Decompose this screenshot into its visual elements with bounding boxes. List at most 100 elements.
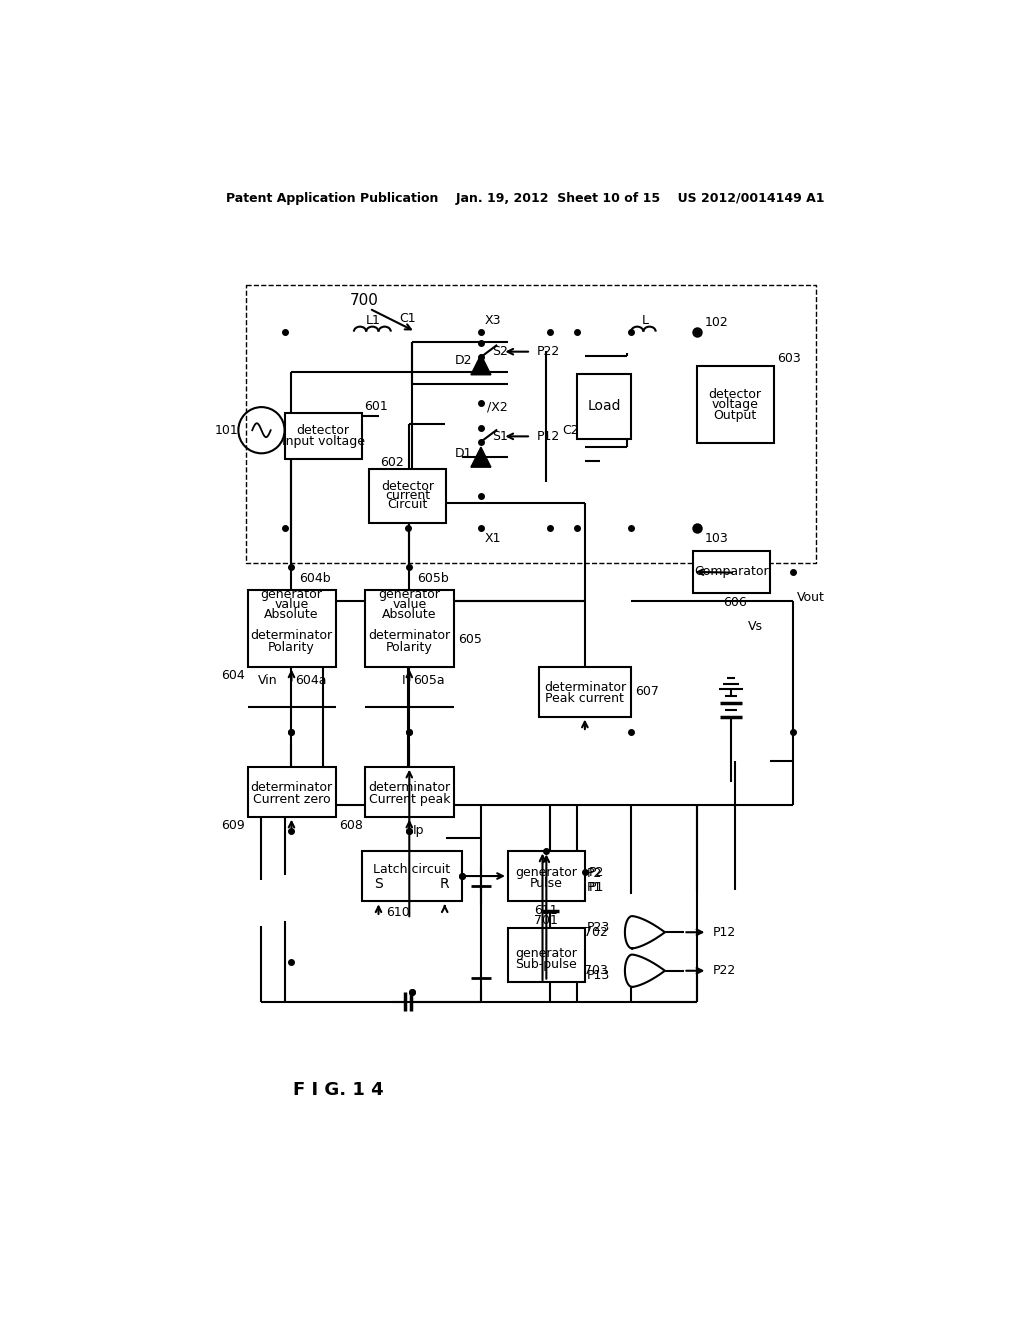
Text: P12: P12 [713,925,736,939]
Bar [366,767,454,817]
Bar [248,590,336,667]
Bar [578,374,631,440]
Text: I: I [401,675,406,686]
Text: Circuit: Circuit [387,499,428,511]
Text: Vs: Vs [749,620,763,634]
Text: 603: 603 [777,352,801,366]
Text: 601: 601 [364,400,388,413]
Text: Latch circuit: Latch circuit [373,863,451,876]
Text: determinator: determinator [369,630,451,643]
Bar [366,590,454,667]
Text: X1: X1 [484,532,502,545]
Text: 604a: 604a [295,675,327,686]
Text: generator: generator [515,866,578,879]
Text: P23: P23 [587,921,610,935]
Polygon shape [471,447,490,467]
Text: Comparator: Comparator [694,565,768,578]
Text: P22: P22 [713,964,736,977]
Text: C1: C1 [399,312,416,325]
Text: S1: S1 [492,430,508,444]
Text: 604: 604 [221,669,246,682]
Text: /X2: /X2 [487,400,508,413]
Text: 602: 602 [380,455,403,469]
Polygon shape [625,954,665,987]
Text: determinator: determinator [251,630,333,643]
Text: L: L [641,314,648,327]
Text: detector: detector [297,424,349,437]
Text: X3: X3 [484,314,502,326]
Bar [248,767,336,817]
Text: determinator: determinator [544,681,626,694]
Text: Load: Load [588,400,621,413]
Text: Polarity: Polarity [268,640,314,653]
Text: Input voltage: Input voltage [282,436,365,449]
Text: P1: P1 [589,880,604,894]
Text: 703: 703 [584,964,608,977]
Bar [361,851,462,902]
Text: determinator: determinator [251,781,333,795]
Text: Sub-pulse: Sub-pulse [515,958,578,972]
Bar [508,928,585,982]
Text: Pulse: Pulse [530,878,563,890]
Text: 607: 607 [635,685,658,698]
Text: Ip: Ip [413,824,425,837]
Text: R: R [440,876,450,891]
Text: Output: Output [714,409,757,422]
Text: 702: 702 [584,925,608,939]
Text: P13: P13 [587,969,610,982]
Text: Absolute: Absolute [264,607,318,620]
Polygon shape [625,916,665,949]
Text: 609: 609 [221,820,246,833]
Text: D1: D1 [456,446,473,459]
Text: Current peak: Current peak [369,792,451,805]
Text: 701: 701 [535,915,558,927]
Text: value: value [392,598,426,611]
Text: 605b: 605b [417,572,449,585]
Text: Vin: Vin [258,675,278,686]
Text: C2: C2 [562,424,580,437]
Polygon shape [471,355,490,375]
Text: P22: P22 [537,345,559,358]
Text: Vout: Vout [797,591,824,603]
Text: P1: P1 [587,880,602,894]
Text: P2: P2 [587,867,602,880]
Text: 606: 606 [724,597,748,610]
Text: detector: detector [709,388,762,400]
Text: 700: 700 [350,293,379,309]
Text: D2: D2 [456,354,473,367]
Text: S: S [374,876,383,891]
Text: generator: generator [260,589,323,602]
Bar [692,552,770,594]
Text: 610: 610 [386,906,410,919]
Bar [370,469,446,523]
Text: determinator: determinator [369,781,451,795]
Text: P2: P2 [589,866,604,879]
Text: 103: 103 [705,532,728,545]
Text: Current zero: Current zero [253,792,331,805]
Bar [508,851,585,902]
Text: generator: generator [378,589,440,602]
Text: P12: P12 [537,430,559,444]
Text: generator: generator [515,946,578,960]
Text: 608: 608 [339,820,364,833]
Text: Patent Application Publication    Jan. 19, 2012  Sheet 10 of 15    US 2012/00141: Patent Application Publication Jan. 19, … [225,191,824,205]
Bar [539,667,631,717]
Text: 101: 101 [215,424,239,437]
Text: 102: 102 [705,315,728,329]
Text: 605: 605 [458,634,481,647]
Text: 611: 611 [535,904,558,917]
Text: Polarity: Polarity [386,640,433,653]
Text: 605a: 605a [413,675,444,686]
Text: current: current [385,490,430,502]
Text: S2: S2 [492,345,508,358]
Text: Absolute: Absolute [382,607,436,620]
Bar [696,367,773,444]
Text: F I G. 1 4: F I G. 1 4 [293,1081,384,1100]
Text: 604b: 604b [299,572,331,585]
Text: L1: L1 [366,314,381,327]
Text: value: value [274,598,308,611]
Bar [285,412,361,459]
Text: Peak current: Peak current [546,693,625,705]
Text: voltage: voltage [712,399,759,412]
Text: detector: detector [381,480,434,492]
